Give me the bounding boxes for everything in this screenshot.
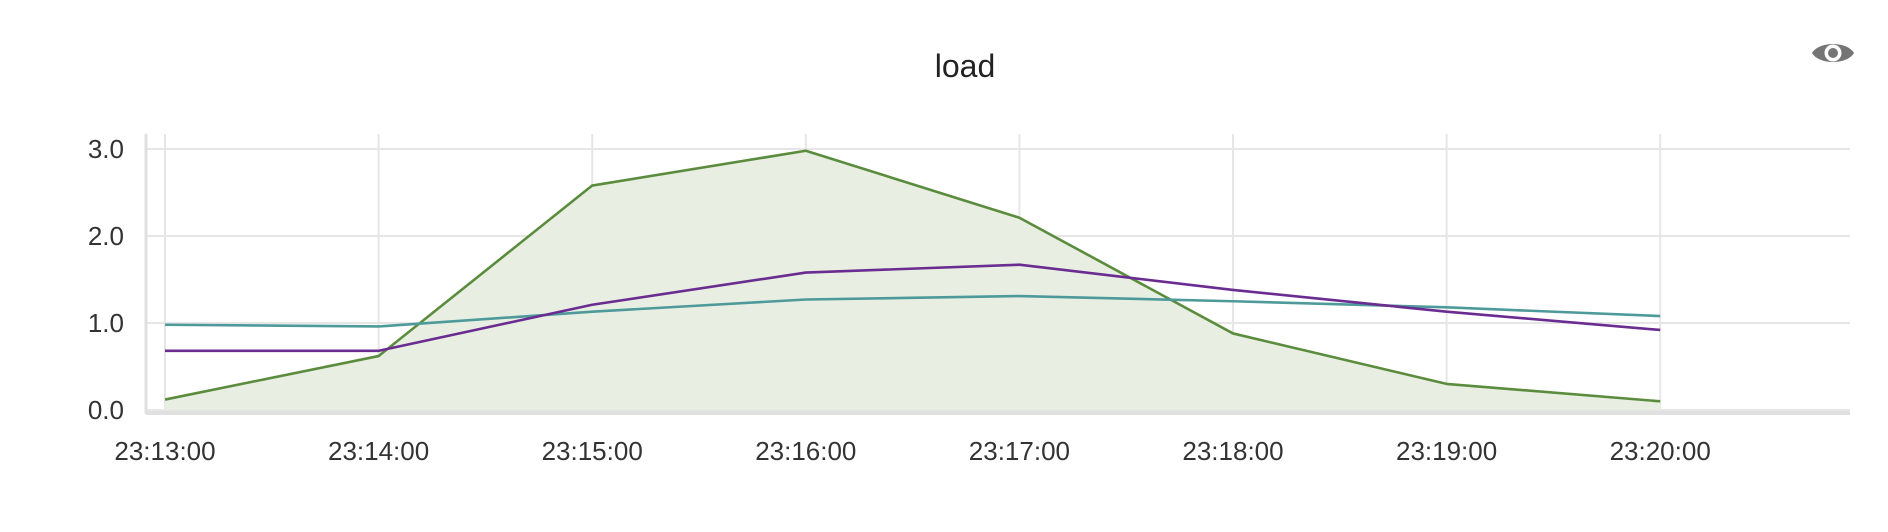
y-tick-label: 1.0 <box>88 308 124 338</box>
eye-icon[interactable] <box>1810 36 1856 70</box>
chart-title: load <box>934 48 996 84</box>
series-fills <box>165 150 1661 411</box>
series-2-line <box>165 263 1661 353</box>
y-tick-label: 2.0 <box>88 221 124 251</box>
x-axis-ticks: 23:13:00 23:14:00 23:15:00 23:16:00 23:17:00… <box>114 436 1710 466</box>
x-tick-label: 23:20:00 <box>1610 436 1711 466</box>
y-tick-label: 3.0 <box>88 134 124 164</box>
x-tick-label: 23:13:00 <box>114 436 215 466</box>
chart-axes <box>144 134 1850 415</box>
x-tick-label: 23:16:00 <box>755 436 856 466</box>
y-tick-label: 0.0 <box>88 395 124 425</box>
x-tick-label: 23:14:00 <box>328 436 429 466</box>
series-1-line <box>164 294 1661 328</box>
y-axis-ticks: 0.0 1.0 2.0 3.0 <box>88 134 124 425</box>
series-0-line <box>164 149 1661 403</box>
series-lines <box>164 149 1661 403</box>
x-tick-label: 23:19:00 <box>1396 436 1497 466</box>
x-tick-label: 23:15:00 <box>542 436 643 466</box>
x-tick-label: 23:17:00 <box>969 436 1070 466</box>
series-0-area <box>165 150 1661 411</box>
x-tick-label: 23:18:00 <box>1182 436 1283 466</box>
